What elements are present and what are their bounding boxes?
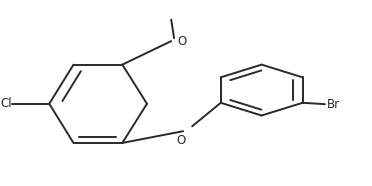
Text: O: O	[177, 134, 186, 147]
Text: Br: Br	[327, 98, 340, 111]
Text: O: O	[178, 35, 187, 48]
Text: Cl: Cl	[0, 97, 12, 110]
